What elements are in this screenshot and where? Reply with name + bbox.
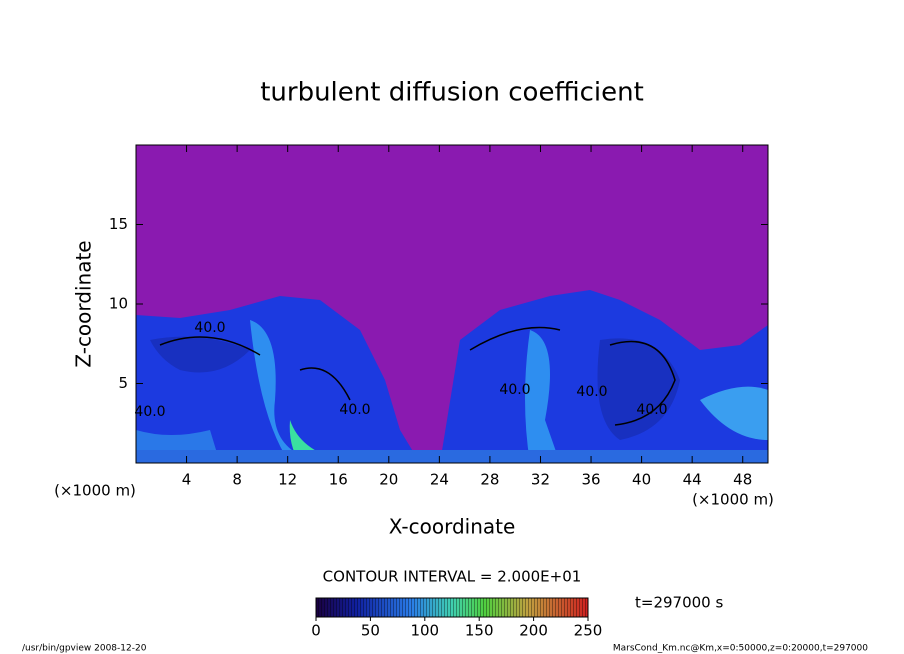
colorbar-tick-label: 50 (361, 622, 380, 640)
x-tick-label: 24 (430, 471, 449, 489)
colorbar-tick-label: 100 (410, 622, 439, 640)
y-axis-label: Z-coordinate (72, 240, 96, 367)
contour-label: 40.0 (499, 382, 530, 398)
field (136, 145, 768, 463)
chart-title: turbulent diffusion coefficient (260, 78, 644, 108)
x-unit-label: (×1000 m) (692, 491, 774, 509)
x-tick-label: 8 (232, 471, 242, 489)
x-unit-label: (×1000 m) (54, 482, 136, 500)
time-label: t=297000 s (635, 594, 723, 612)
x-tick-label: 12 (278, 471, 297, 489)
x-axis-label: X-coordinate (389, 515, 516, 539)
x-tick-label: 48 (733, 471, 752, 489)
x-tick-label: 4 (182, 471, 192, 489)
colorbar-frame (315, 597, 589, 618)
footer-right: MarsCond_Km.nc@Km,x=0:50000,z=0:20000,t=… (613, 644, 868, 654)
colorbar-tick-label: 250 (574, 622, 603, 640)
x-tick-label: 28 (480, 471, 499, 489)
colorbar-tick-label: 150 (465, 622, 494, 640)
contour-label: 40.0 (636, 402, 667, 418)
contour-interval: CONTOUR INTERVAL = 2.000E+01 (323, 568, 582, 586)
colorbar-tick-label: 200 (519, 622, 548, 640)
footer-left: /usr/bin/gpview 2008-12-20 (22, 644, 147, 654)
y-tick-label: 10 (109, 295, 128, 313)
x-tick-label: 44 (683, 471, 702, 489)
x-tick-label: 32 (531, 471, 550, 489)
colorbar-tick-label: 0 (311, 622, 321, 640)
contour-label: 40.0 (194, 320, 225, 336)
y-tick-label: 15 (109, 215, 128, 233)
contour-label: 40.0 (339, 402, 370, 418)
contour-label: 40.0 (576, 384, 607, 400)
x-tick-label: 36 (581, 471, 600, 489)
contour-label: 40.0 (134, 404, 165, 420)
x-tick-label: 20 (379, 471, 398, 489)
x-tick-label: 16 (329, 471, 348, 489)
y-tick-label: 5 (118, 374, 128, 392)
x-tick-label: 40 (632, 471, 651, 489)
